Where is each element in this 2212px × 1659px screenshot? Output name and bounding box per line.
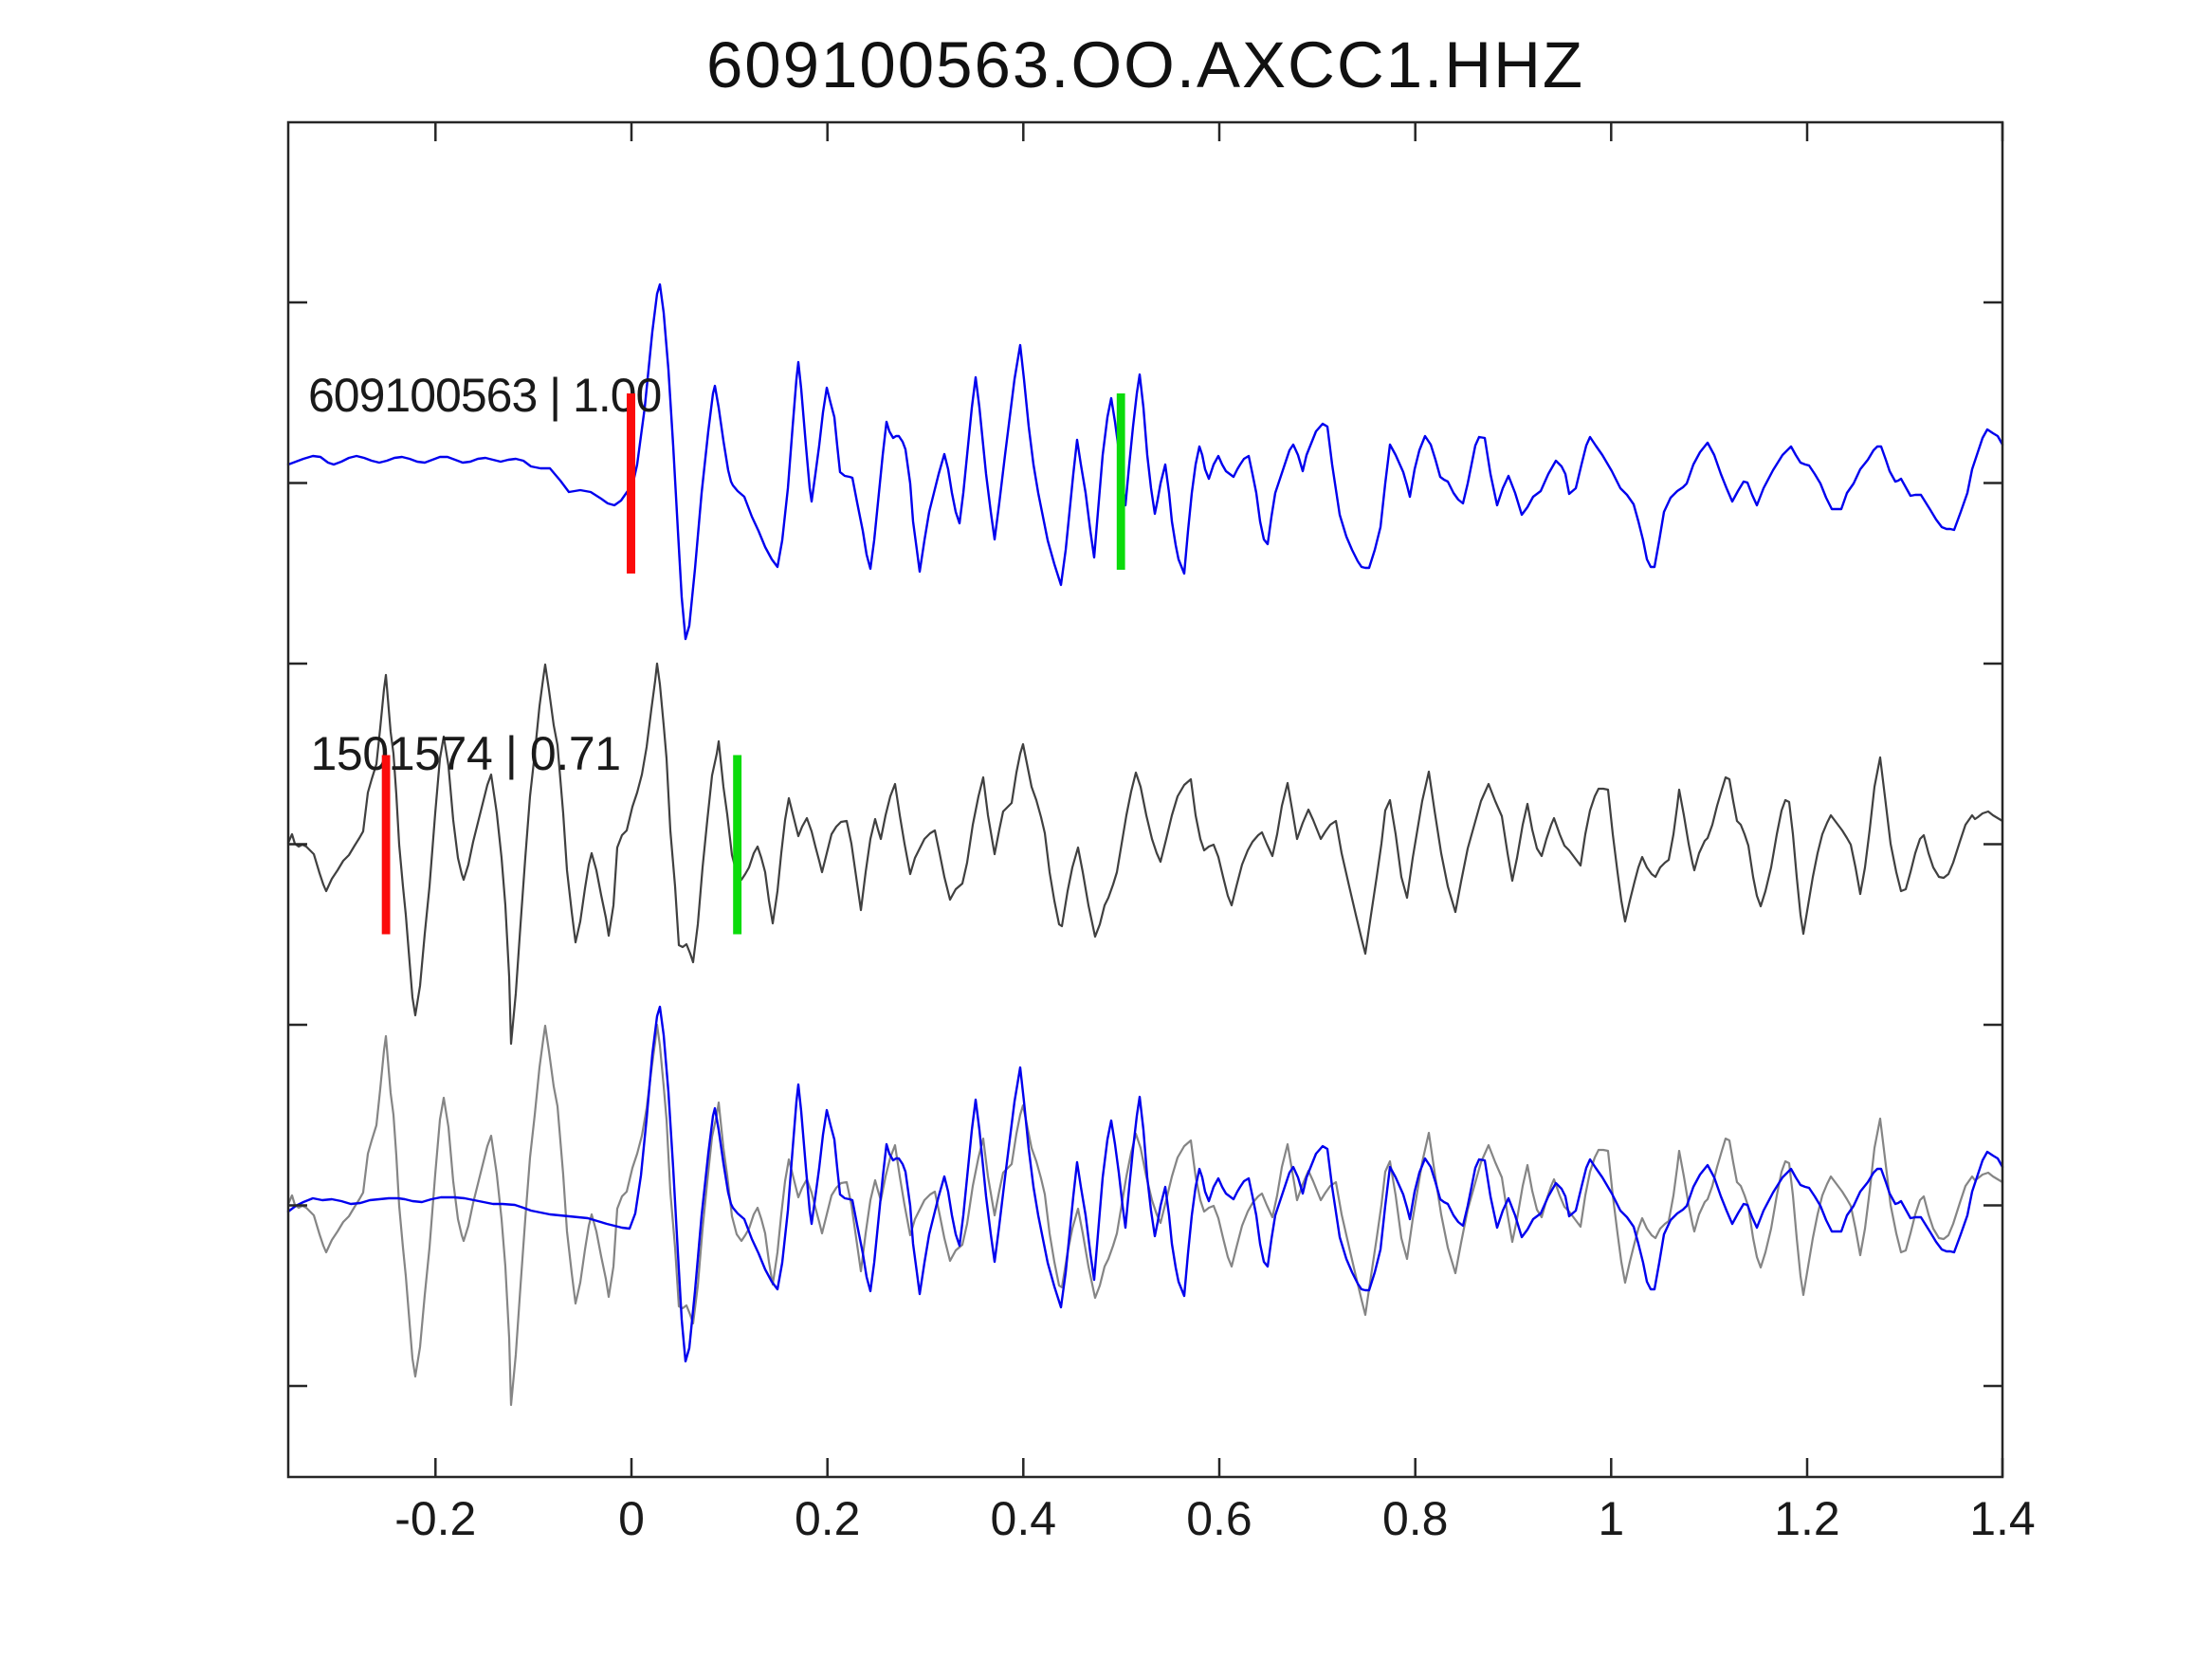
svg-text:0.6: 0.6 [1186, 1492, 1252, 1545]
svg-text:1501574 | 0.71: 1501574 | 0.71 [311, 727, 621, 780]
svg-text:0: 0 [618, 1492, 645, 1545]
svg-text:1.2: 1.2 [1774, 1492, 1840, 1545]
svg-text:0.4: 0.4 [991, 1492, 1057, 1545]
svg-text:-0.2: -0.2 [394, 1492, 476, 1545]
svg-text:609100563.OO.AXCC1.HHZ: 609100563.OO.AXCC1.HHZ [706, 28, 1584, 101]
svg-text:1.4: 1.4 [1969, 1492, 2036, 1545]
svg-text:1: 1 [1598, 1492, 1624, 1545]
svg-text:0.2: 0.2 [795, 1492, 861, 1545]
svg-text:609100563 | 1.00: 609100563 | 1.00 [308, 369, 661, 422]
svg-text:0.8: 0.8 [1382, 1492, 1449, 1545]
